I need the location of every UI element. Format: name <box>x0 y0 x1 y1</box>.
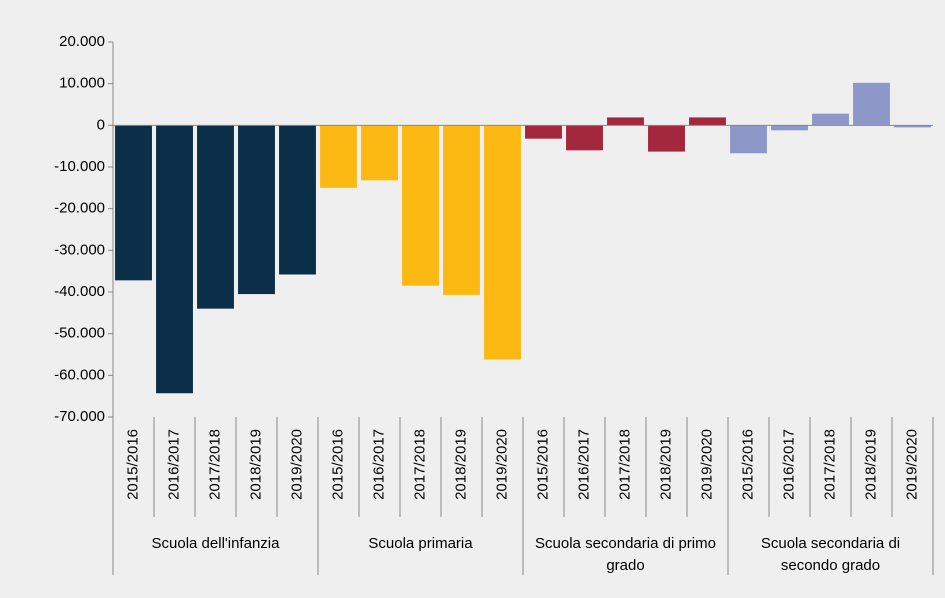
bar <box>115 125 152 281</box>
bar <box>402 125 439 286</box>
bar <box>771 125 808 131</box>
x-tick-label: 2015/2016 <box>124 429 141 500</box>
x-tick-label: 2016/2017 <box>370 429 387 500</box>
group-label: Scuola primaria <box>368 535 473 552</box>
bar <box>525 125 562 139</box>
bar <box>648 125 685 152</box>
bar <box>443 125 480 295</box>
y-tick-label: -20.000 <box>54 200 105 217</box>
x-tick-label: 2019/2020 <box>903 429 920 500</box>
y-tick-label: -50.000 <box>54 325 105 342</box>
y-tick-label: -30.000 <box>54 241 105 258</box>
x-tick-label: 2018/2019 <box>862 429 879 500</box>
group-label: Scuola dell'infanzia <box>151 535 280 552</box>
bar <box>730 125 767 154</box>
group-label: Scuola secondaria di secondo grado <box>760 535 901 574</box>
y-tick-label: -40.000 <box>54 283 105 300</box>
x-tick-label: 2019/2020 <box>493 429 510 500</box>
bar <box>484 125 521 360</box>
x-tick-label: 2015/2016 <box>534 429 551 500</box>
bar <box>320 125 357 188</box>
x-tick-label: 2017/2018 <box>821 429 838 500</box>
x-tick-label: 2019/2020 <box>698 429 715 500</box>
bar <box>894 125 931 128</box>
bar <box>156 125 193 394</box>
bar <box>279 125 316 275</box>
bar <box>853 82 890 126</box>
x-tick-label: 2016/2017 <box>780 429 797 500</box>
x-tick-label: 2017/2018 <box>206 429 223 500</box>
x-tick-label: 2017/2018 <box>616 429 633 500</box>
x-tick-label: 2018/2019 <box>657 429 674 500</box>
bar <box>566 125 603 151</box>
bar <box>607 117 644 126</box>
x-tick-label: 2017/2018 <box>411 429 428 500</box>
bar <box>361 125 398 181</box>
x-tick-label: 2018/2019 <box>247 429 264 500</box>
x-tick-label: 2015/2016 <box>739 429 756 500</box>
y-tick-label: -10.000 <box>54 158 105 175</box>
x-tick-label: 2016/2017 <box>165 429 182 500</box>
bar <box>689 117 726 126</box>
y-tick-label: 10.000 <box>59 75 105 92</box>
bar <box>812 113 849 126</box>
x-tick-label: 2019/2020 <box>288 429 305 500</box>
x-tick-label: 2018/2019 <box>452 429 469 500</box>
x-tick-label: 2015/2016 <box>329 429 346 500</box>
y-tick-label: 20.000 <box>59 33 105 50</box>
bar <box>238 125 275 295</box>
x-tick-label: 2016/2017 <box>575 429 592 500</box>
bar <box>197 125 234 309</box>
y-tick-label: -70.000 <box>54 408 105 425</box>
group-label: Scuola secondaria di primo grado <box>535 535 716 574</box>
y-tick-label: -60.000 <box>54 366 105 383</box>
y-tick-label: 0 <box>97 116 105 133</box>
